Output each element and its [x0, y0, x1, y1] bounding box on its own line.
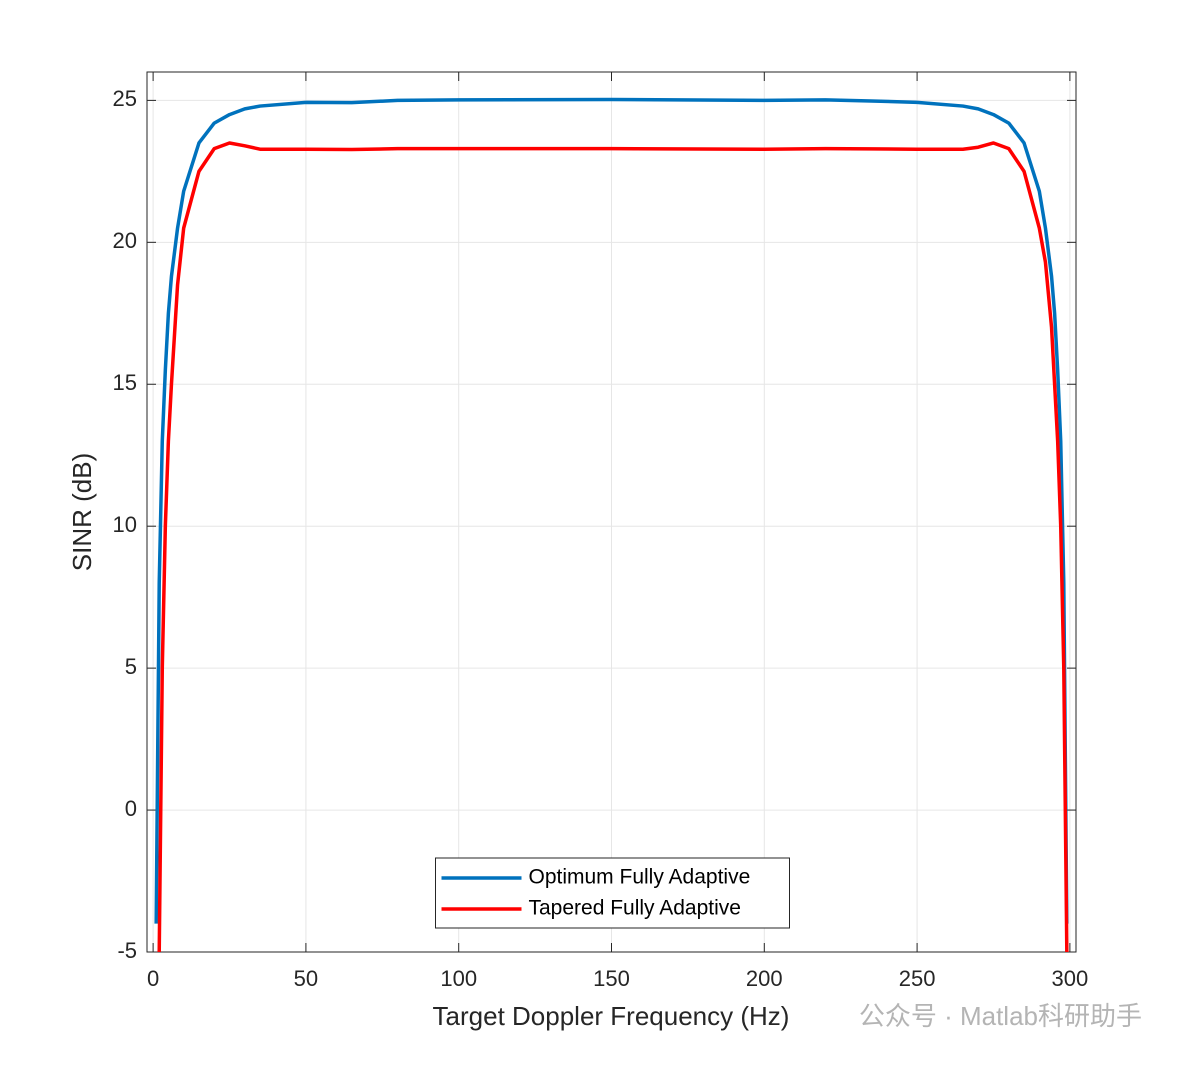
- y-tick-label: 20: [113, 228, 137, 253]
- x-tick-label: 250: [899, 966, 936, 991]
- x-tick-label: 300: [1052, 966, 1089, 991]
- y-tick-label: -5: [117, 938, 137, 963]
- x-tick-label: 100: [440, 966, 477, 991]
- series-line: [154, 97, 1069, 924]
- x-tick-label: 50: [294, 966, 318, 991]
- y-tick-label: 5: [125, 654, 137, 679]
- y-tick-label: 25: [113, 86, 137, 111]
- x-tick-label: 0: [147, 966, 159, 991]
- x-tick-label: 200: [746, 966, 783, 991]
- x-tick-label: 150: [593, 966, 630, 991]
- watermark: 公众号 · Matlab科研助手: [859, 1001, 1142, 1031]
- y-tick-label: 0: [125, 796, 137, 821]
- y-tick-label: 15: [113, 370, 137, 395]
- legend-label: Tapered Fully Adaptive: [529, 897, 741, 920]
- y-axis-label: SINR (dB): [67, 453, 97, 571]
- series-line: [157, 141, 1069, 952]
- y-tick-label: 10: [113, 512, 137, 537]
- x-axis-label: Target Doppler Frequency (Hz): [433, 1001, 790, 1031]
- legend-box: [435, 857, 790, 929]
- legend-label: Optimum Fully Adaptive: [529, 866, 751, 889]
- plot-lines: [154, 97, 1069, 952]
- plot-frame: [146, 71, 1077, 953]
